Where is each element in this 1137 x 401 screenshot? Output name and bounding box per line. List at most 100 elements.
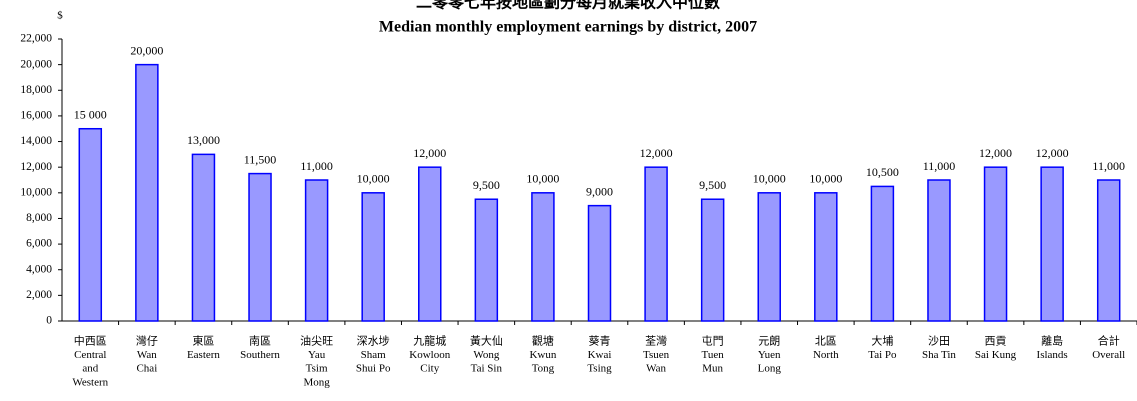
bar (531, 192, 555, 322)
bar (1040, 166, 1064, 322)
y-tick-label: 20,000 (20, 58, 52, 70)
y-tick-label: 14,000 (20, 135, 52, 147)
x-tick-label: 大埔 (871, 334, 893, 348)
x-tick-label: 屯門 (702, 335, 724, 348)
x-tick-label: 葵青 (589, 335, 611, 348)
data-label: 9,000 (586, 184, 613, 198)
data-label: 12,000 (1036, 146, 1069, 160)
x-tick-label: Tuen (702, 349, 725, 361)
x-tick-label: 荃灣 (645, 334, 667, 348)
data-label: 12,000 (413, 146, 446, 160)
x-tick-label: Wong (473, 349, 500, 361)
x-tick-label: Tai Sin (471, 363, 503, 375)
x-tick-label: 黃大仙 (470, 334, 503, 348)
chart-subtitle: Median monthly employment earnings by di… (379, 19, 757, 36)
y-tick-label: 18,000 (20, 84, 52, 96)
x-tick-label: Overall (1092, 349, 1125, 361)
bar (418, 166, 442, 322)
x-tick-label: 北區 (815, 335, 837, 348)
y-tick-label: 6,000 (26, 238, 52, 250)
x-tick-label: 沙田 (928, 335, 950, 348)
x-tick-label: 離島 (1041, 334, 1063, 348)
x-tick-label: 油尖旺 (300, 334, 333, 348)
data-label: 15 000 (74, 107, 107, 121)
x-tick-label: 元朗 (758, 335, 780, 348)
y-tick-label: 16,000 (20, 110, 52, 122)
x-tick-label: Mong (303, 376, 330, 388)
x-tick-label: Kwun (529, 349, 556, 361)
x-tick-label: Tsuen (643, 349, 670, 361)
y-tick-label: 2,000 (26, 289, 52, 301)
y-tick-label: 4,000 (26, 263, 52, 275)
bar (870, 185, 895, 322)
data-label: 10,000 (526, 172, 559, 186)
data-label: 10,000 (357, 172, 390, 186)
x-tick-label: Tsing (587, 363, 612, 375)
x-tick-label: 深水埗 (357, 334, 390, 348)
data-label: 10,000 (809, 172, 842, 186)
x-tick-label: Tsim (306, 363, 328, 375)
bar (700, 198, 725, 322)
x-tick-label: Sham (361, 349, 387, 361)
x-tick-label: Chai (136, 363, 157, 375)
bar (191, 153, 216, 322)
data-label: 12,000 (979, 146, 1012, 160)
bar (983, 166, 1008, 322)
y-tick-label: 8,000 (26, 212, 52, 224)
bar (927, 179, 951, 322)
x-tick-label: City (420, 363, 439, 375)
bar (474, 198, 499, 322)
x-tick-label: North (813, 349, 839, 361)
y-axis-label: $ (57, 10, 63, 22)
bar (78, 127, 103, 322)
x-tick-label: Central (74, 349, 106, 361)
bar (361, 192, 385, 322)
x-tick-label: Sha Tin (922, 349, 956, 361)
x-tick-label: 觀塘 (532, 334, 554, 348)
x-tick-label: Wan (137, 349, 157, 361)
x-tick-label: Eastern (187, 349, 220, 361)
x-tick-label: Kowloon (409, 349, 450, 361)
x-tick-label: Long (758, 363, 782, 375)
x-tick-label: Sai Kung (975, 349, 1017, 361)
y-tick-label: 12,000 (20, 161, 52, 173)
x-tick-label: 灣仔 (136, 335, 158, 348)
x-tick-label: Yau (308, 349, 326, 361)
x-tick-label: Tong (532, 363, 555, 375)
x-tick-label: Shui Po (356, 363, 391, 375)
data-label: 13,000 (187, 133, 220, 147)
x-tick-label: Yuen (758, 349, 781, 361)
x-tick-label: Kwai (588, 349, 612, 361)
bar (248, 172, 272, 322)
bar (304, 179, 329, 322)
x-tick-label: 中西區 (74, 335, 107, 348)
x-tick-label: Islands (1037, 349, 1068, 361)
y-tick-label: 0 (46, 315, 52, 327)
bar (135, 63, 159, 322)
bar (757, 192, 781, 322)
x-tick-label: 南區 (249, 335, 271, 348)
data-label: 11,000 (923, 159, 956, 173)
data-label: 20,000 (130, 43, 163, 57)
x-tick-label: and (82, 363, 98, 375)
data-label: 11,000 (300, 159, 333, 173)
y-tick-label: 10,000 (20, 186, 52, 198)
x-tick-label: Wan (646, 363, 666, 375)
bar (814, 192, 838, 322)
y-tick-label: 22,000 (20, 33, 52, 45)
x-tick-label: 東區 (192, 335, 214, 348)
data-label: 12,000 (640, 146, 673, 160)
data-label: 9,500 (473, 178, 500, 192)
x-tick-label: 合計 (1098, 334, 1120, 348)
data-label: 11,500 (244, 152, 277, 166)
bar (587, 204, 612, 322)
x-tick-label: Tai Po (868, 349, 897, 361)
data-label: 10,500 (866, 165, 899, 179)
data-label: 9,500 (699, 178, 726, 192)
bar (644, 166, 668, 322)
x-tick-label: Mun (702, 363, 723, 375)
bar (1096, 179, 1121, 322)
x-tick-label: 西貢 (985, 335, 1007, 348)
data-label: 11,000 (1092, 159, 1125, 173)
